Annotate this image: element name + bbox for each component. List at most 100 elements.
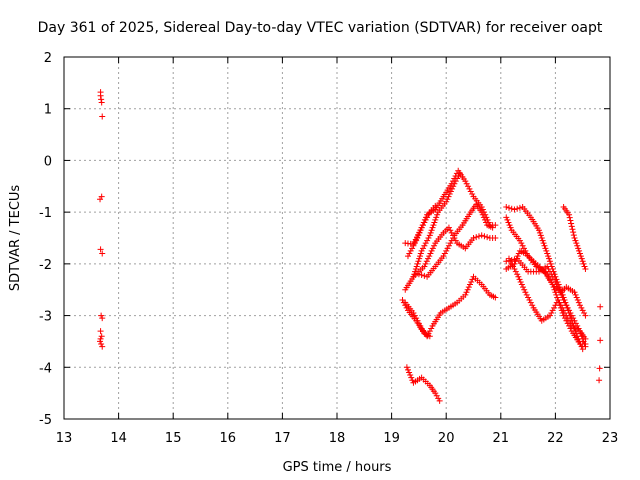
data-point xyxy=(579,346,586,353)
data-point xyxy=(516,237,523,244)
data-point xyxy=(574,242,581,249)
data-point xyxy=(443,198,450,205)
data-point xyxy=(419,245,426,252)
data-point xyxy=(422,240,429,247)
data-point xyxy=(576,247,583,254)
data-point xyxy=(539,237,546,244)
data-point xyxy=(414,317,421,324)
data-point xyxy=(463,289,470,296)
data-point xyxy=(462,291,469,298)
data-point xyxy=(416,229,423,236)
data-point xyxy=(596,365,603,372)
data-point xyxy=(558,307,565,314)
data-point xyxy=(576,328,583,335)
data-point xyxy=(448,237,455,244)
data-point xyxy=(99,250,106,257)
x-tick-label: 23 xyxy=(602,431,619,446)
x-tick-label: 15 xyxy=(165,431,182,446)
data-point xyxy=(407,372,414,379)
data-point xyxy=(566,307,573,314)
data-point xyxy=(521,245,528,252)
data-point xyxy=(566,322,573,329)
data-point xyxy=(505,219,512,226)
data-point xyxy=(572,291,579,298)
data-point xyxy=(480,214,487,221)
data-point xyxy=(426,253,433,260)
data-point xyxy=(470,235,477,241)
x-tick-label: 22 xyxy=(547,431,564,446)
x-tick-label: 20 xyxy=(438,431,455,446)
data-point xyxy=(484,234,491,241)
data-point xyxy=(448,229,455,236)
data-point xyxy=(544,263,551,270)
data-point xyxy=(522,289,529,296)
data-point xyxy=(99,315,106,322)
data-point xyxy=(417,250,424,257)
data-point xyxy=(511,266,518,273)
x-tick-labels: 13 14 15 16 17 18 19 20 21 22 23 xyxy=(56,431,619,446)
data-point xyxy=(582,266,589,273)
data-point xyxy=(573,294,580,301)
data-point xyxy=(441,250,448,257)
data-point xyxy=(417,227,424,234)
data-point xyxy=(432,390,439,397)
data-point xyxy=(415,320,422,327)
data-point xyxy=(98,341,105,348)
data-point xyxy=(431,219,438,226)
data-point xyxy=(577,330,584,337)
x-tick-label: 18 xyxy=(329,431,346,446)
data-point xyxy=(576,250,583,257)
data-point xyxy=(541,242,548,249)
data-point xyxy=(566,214,573,221)
data-point xyxy=(556,299,563,306)
chart-title: Day 361 of 2025, Sidereal Day-to-day VTE… xyxy=(37,20,603,36)
data-point xyxy=(479,206,486,213)
data-point xyxy=(520,284,527,291)
data-point xyxy=(489,224,496,231)
data-point xyxy=(568,223,575,230)
data-point xyxy=(467,188,474,195)
data-point xyxy=(97,92,104,99)
data-point xyxy=(403,364,410,371)
data-point xyxy=(545,253,552,260)
data-point xyxy=(560,297,567,304)
data-point xyxy=(98,312,105,319)
data-point xyxy=(567,309,574,316)
data-point xyxy=(507,224,514,231)
data-point xyxy=(578,304,585,311)
data-point xyxy=(415,232,422,239)
data-point xyxy=(413,263,420,270)
data-point xyxy=(440,253,447,260)
data-point xyxy=(549,281,556,288)
data-point xyxy=(563,302,570,309)
data-point xyxy=(454,175,461,182)
data-point xyxy=(567,217,574,224)
y-tick-label: -3 xyxy=(39,310,52,325)
data-point xyxy=(447,188,454,195)
data-point xyxy=(546,268,553,275)
data-point xyxy=(455,172,462,179)
data-point xyxy=(445,224,452,231)
data-point xyxy=(571,317,578,324)
data-point xyxy=(578,255,585,262)
data-point xyxy=(404,253,411,260)
data-point xyxy=(97,335,104,342)
data-point xyxy=(447,240,454,247)
data-point xyxy=(572,237,579,244)
data-point xyxy=(425,330,432,337)
x-tick-label: 21 xyxy=(493,431,510,446)
data-point xyxy=(447,227,454,234)
data-point xyxy=(436,397,443,404)
data-point xyxy=(492,222,499,229)
data-point xyxy=(543,247,550,254)
y-tick-label: 1 xyxy=(44,103,52,118)
data-point xyxy=(419,222,426,229)
data-point xyxy=(446,191,453,198)
data-point xyxy=(478,203,485,210)
data-point xyxy=(422,214,429,221)
data-point xyxy=(466,281,473,288)
data-point xyxy=(99,113,106,120)
data-point xyxy=(414,235,421,241)
data-point xyxy=(549,307,556,314)
